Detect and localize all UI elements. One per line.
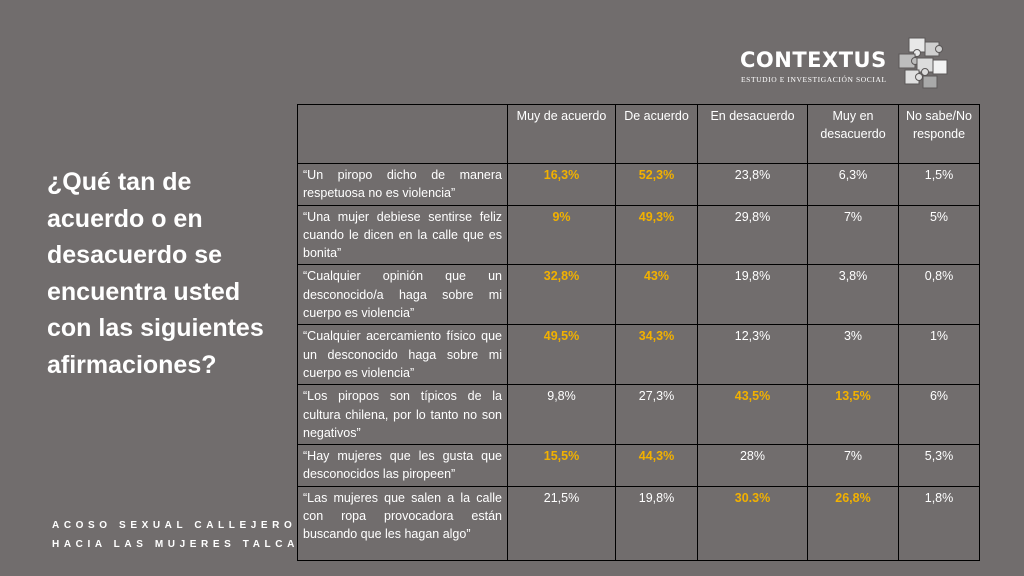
value-cell: 21,5% [507,485,616,561]
statement-cell: “Un piropo dicho de manera respetuosa no… [297,163,508,206]
value-cell: 6,3% [807,163,899,206]
value-cell: 6% [898,384,980,446]
statement-cell: “Cualquier acercamiento físico que un de… [297,324,508,386]
value-cell: 28% [697,444,808,487]
footer-title: ACOSO SEXUAL CALLEJERO HACIA LAS MUJERES… [52,516,299,554]
value-cell: 32,8% [507,264,616,326]
value-cell: 1,5% [898,163,980,206]
value-cell: 52,3% [615,163,698,206]
header-muy-en-desacuerdo: Muy en desacuerdo [807,104,899,164]
value-cell: 7% [807,204,899,266]
table-row: “Cualquier acercamiento físico que un de… [297,324,980,386]
value-cell: 43,5% [697,384,808,446]
results-table: Muy de acuerdo De acuerdo En desacuerdo … [297,104,980,561]
header-no-sabe: No sabe/No responde [898,104,980,164]
value-cell: 43% [615,264,698,326]
table-row: “Hay mujeres que les gusta que desconoci… [297,444,980,487]
value-cell: 30.3% [697,485,808,561]
table-row: “Un piropo dicho de manera respetuosa no… [297,163,980,206]
statement-cell: “Las mujeres que salen a la calle con ro… [297,485,508,561]
value-cell: 19,8% [615,485,698,561]
value-cell: 29,8% [697,204,808,266]
value-cell: 5% [898,204,980,266]
value-cell: 44,3% [615,444,698,487]
value-cell: 15,5% [507,444,616,487]
value-cell: 3% [807,324,899,386]
table-row: “Las mujeres que salen a la calle con ro… [297,485,980,561]
value-cell: 23,8% [697,163,808,206]
value-cell: 16,3% [507,163,616,206]
header-row: Muy de acuerdo De acuerdo En desacuerdo … [297,104,980,164]
logo-tagline: ESTUDIO E INVESTIGACIÓN SOCIAL [741,75,887,84]
value-cell: 1,8% [898,485,980,561]
value-cell: 34,3% [615,324,698,386]
value-cell: 7% [807,444,899,487]
header-de-acuerdo: De acuerdo [615,104,698,164]
value-cell: 27,3% [615,384,698,446]
footer-line-2: HACIA LAS MUJERES TALCA [52,539,299,550]
value-cell: 0,8% [898,264,980,326]
value-cell: 3,8% [807,264,899,326]
value-cell: 5,3% [898,444,980,487]
value-cell: 1% [898,324,980,386]
statement-cell: “Hay mujeres que les gusta que desconoci… [297,444,508,487]
value-cell: 9,8% [507,384,616,446]
value-cell: 13,5% [807,384,899,446]
value-cell: 26,8% [807,485,899,561]
contextus-logo: CONTEXTUS ESTUDIO E INVESTIGACIÓN SOCIAL [740,36,960,92]
header-cell-empty [297,104,508,164]
footer-line-1: ACOSO SEXUAL CALLEJERO [52,520,297,531]
header-muy-de-acuerdo: Muy de acuerdo [507,104,616,164]
logo-name: CONTEXTUS [740,48,887,72]
statement-cell: “Cualquier opinión que un desconocido/a … [297,264,508,326]
header-en-desacuerdo: En desacuerdo [697,104,808,164]
value-cell: 12,3% [697,324,808,386]
value-cell: 49,3% [615,204,698,266]
value-cell: 49,5% [507,324,616,386]
table-row: “Los piropos son típicos de la cultura c… [297,384,980,446]
table-row: “Una mujer debiese sentirse feliz cuando… [297,204,980,266]
survey-question: ¿Qué tan de acuerdo o en desacuerdo se e… [47,168,264,379]
statement-cell: “Los piropos son típicos de la cultura c… [297,384,508,446]
value-cell: 9% [507,204,616,266]
puzzle-icon [898,37,948,89]
table-row: “Cualquier opinión que un desconocido/a … [297,264,980,326]
value-cell: 19,8% [697,264,808,326]
statement-cell: “Una mujer debiese sentirse feliz cuando… [297,204,508,266]
